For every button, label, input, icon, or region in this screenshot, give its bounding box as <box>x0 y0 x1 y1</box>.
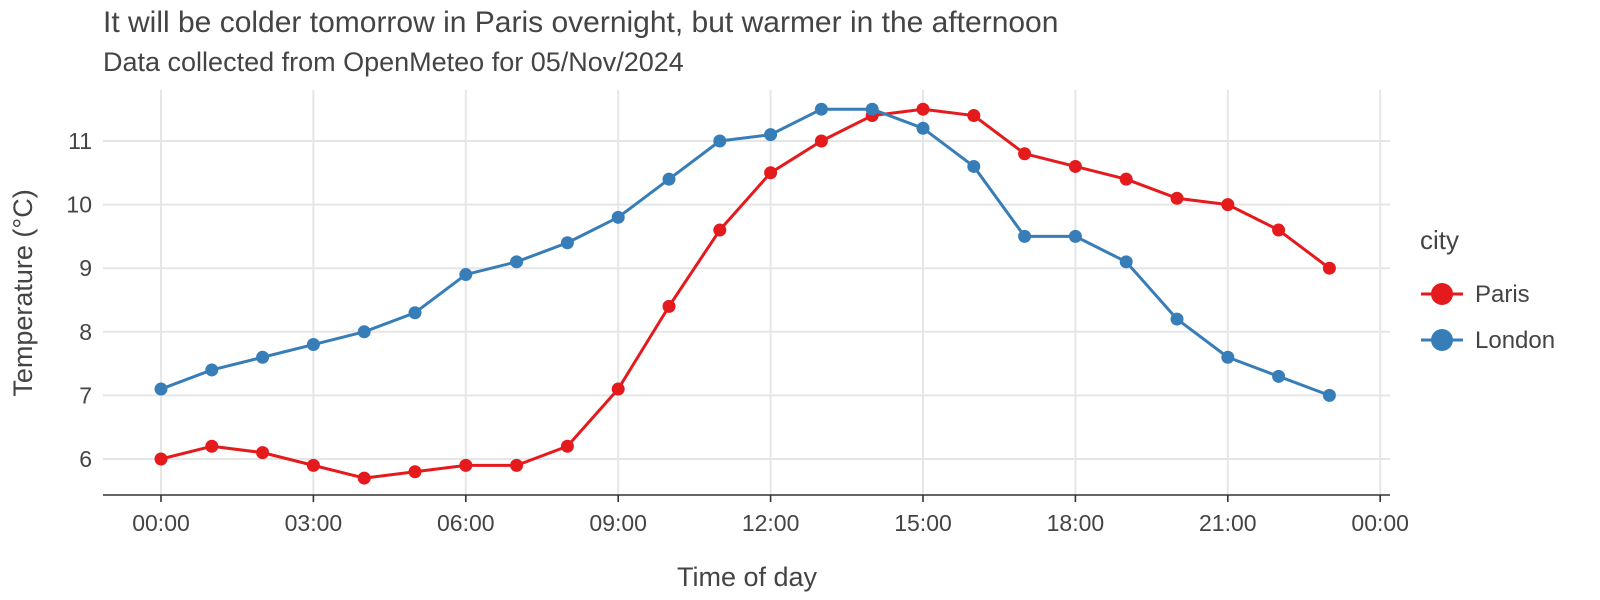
legend-title: city <box>1420 225 1459 255</box>
data-point-london <box>560 236 574 250</box>
data-point-london <box>611 210 625 224</box>
data-point-london <box>256 350 270 364</box>
axes: 00:00 03:00 06:00 09:00 12:00 15:00 18:00 21:00… <box>66 128 1409 536</box>
data-point-london <box>713 134 727 148</box>
data-point-london <box>967 159 981 173</box>
series-group <box>154 102 1336 485</box>
data-point-paris <box>611 382 625 396</box>
x-tick-label: 00:00 <box>132 510 190 536</box>
chart-title: It will be colder tomorrow in Paris over… <box>103 6 1058 39</box>
y-axis-title: Temperature (°C) <box>8 189 38 396</box>
data-point-london <box>662 172 676 186</box>
x-tick-label: 00:00 <box>1351 510 1409 536</box>
data-point-paris <box>1170 191 1184 205</box>
y-tick-label: 7 <box>79 382 92 408</box>
x-tick-label: 06:00 <box>437 510 495 536</box>
x-tick-label: 12:00 <box>742 510 800 536</box>
x-tick-label: 09:00 <box>589 510 647 536</box>
data-point-london <box>1322 388 1336 402</box>
data-point-paris <box>764 166 778 180</box>
data-point-london <box>306 338 320 352</box>
data-point-paris <box>256 446 270 460</box>
data-point-london <box>154 382 168 396</box>
data-point-london <box>1119 255 1133 269</box>
data-point-london <box>408 306 422 320</box>
data-point-paris <box>306 458 320 472</box>
data-point-london <box>1170 312 1184 326</box>
data-point-london <box>916 121 930 135</box>
data-point-paris <box>357 471 371 485</box>
data-point-london <box>1018 229 1032 243</box>
data-point-paris <box>662 299 676 313</box>
data-point-paris <box>408 465 422 479</box>
data-point-paris <box>510 458 524 472</box>
data-point-paris <box>713 223 727 237</box>
data-point-paris <box>1119 172 1133 186</box>
x-axis-title: Time of day <box>677 562 818 592</box>
y-tick-label: 6 <box>79 446 92 472</box>
chart-subtitle: Data collected from OpenMeteo for 05/Nov… <box>103 47 684 77</box>
data-point-paris <box>154 452 168 466</box>
data-point-paris <box>560 439 574 453</box>
data-point-london <box>1068 229 1082 243</box>
gridlines <box>103 90 1390 495</box>
data-point-london <box>459 268 473 282</box>
data-point-paris <box>205 439 219 453</box>
data-point-london <box>814 102 828 116</box>
legend-key-marker-paris <box>1431 283 1453 305</box>
data-point-paris <box>1018 147 1032 161</box>
data-point-paris <box>1221 198 1235 212</box>
data-point-london <box>510 255 524 269</box>
series-line-paris <box>160 107 1331 480</box>
data-point-paris <box>814 134 828 148</box>
data-point-london <box>764 128 778 142</box>
data-point-paris <box>967 109 981 123</box>
y-tick-label: 9 <box>79 255 92 281</box>
series-line-london <box>160 107 1330 397</box>
y-tick-label: 11 <box>68 128 92 154</box>
data-point-paris <box>1068 159 1082 173</box>
data-point-paris <box>1272 223 1286 237</box>
legend-label-paris: Paris <box>1475 281 1530 308</box>
data-point-paris <box>459 458 473 472</box>
data-point-london <box>1221 350 1235 364</box>
x-tick-label: 18:00 <box>1047 510 1105 536</box>
legend: city Paris London <box>1420 225 1555 354</box>
x-tick-label: 21:00 <box>1199 510 1257 536</box>
data-point-london <box>1272 369 1286 383</box>
x-tick-label: 03:00 <box>285 510 343 536</box>
data-point-london <box>205 363 219 377</box>
legend-label-london: London <box>1475 327 1555 354</box>
data-point-paris <box>916 102 930 116</box>
data-point-paris <box>1322 261 1336 275</box>
y-tick-label: 10 <box>66 192 92 218</box>
legend-key-marker-london <box>1431 329 1453 351</box>
data-point-london <box>865 102 879 116</box>
data-point-london <box>357 325 371 339</box>
y-tick-label: 8 <box>79 319 92 345</box>
x-tick-label: 15:00 <box>894 510 952 536</box>
